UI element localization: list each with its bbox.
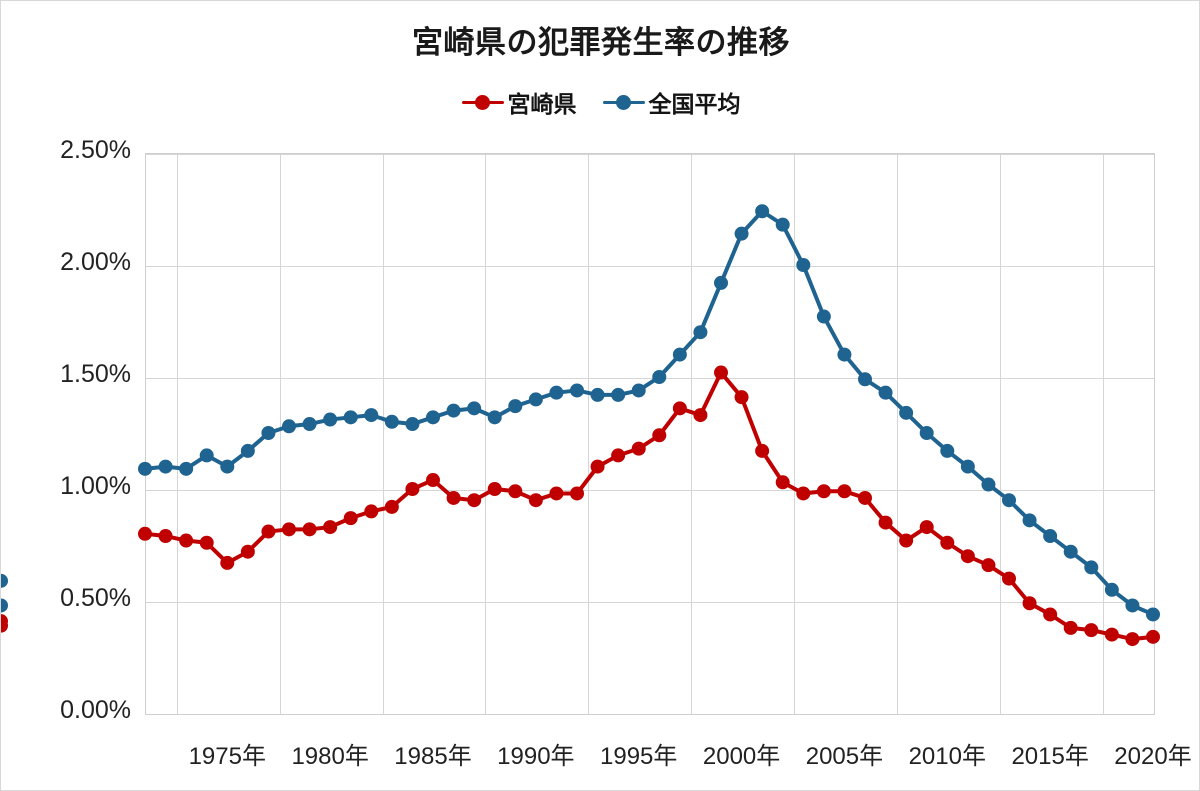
- gridline-horizontal: [146, 378, 1154, 379]
- x-axis-tick-label: 2010年: [908, 743, 986, 770]
- x-axis-tick-label: 2015年: [1011, 743, 1089, 770]
- x-axis-tick-label: 1975年: [188, 743, 266, 770]
- gridline-vertical: [999, 154, 1001, 714]
- legend-marker-icon-miyazaki: [461, 92, 504, 112]
- y-axis-tick-label: 1.00%: [60, 472, 131, 500]
- gridline-vertical: [691, 154, 693, 714]
- legend-marker-icon-national-average: [602, 92, 645, 112]
- legend-label-national-average: 全国平均: [648, 91, 741, 117]
- gridline-horizontal: [146, 602, 1154, 603]
- y-axis-tick-label: 0.00%: [60, 696, 131, 724]
- y-axis-tick-label: 1.50%: [60, 360, 131, 388]
- x-axis-tick-label: 1990年: [497, 743, 575, 770]
- gridline-vertical: [279, 154, 281, 714]
- x-axis-tick-label: 2020年: [1114, 743, 1192, 770]
- x-axis-tick-label: 1995年: [600, 743, 678, 770]
- data-point-marker: [1, 618, 8, 633]
- data-point-marker: [1, 614, 8, 629]
- gridline-vertical: [896, 154, 898, 714]
- page-title: 宮崎県の犯罪発生率の推移: [412, 25, 790, 60]
- x-axis-tick-label: 1985年: [394, 743, 472, 770]
- legend-item-national-average[interactable]: 全国平均: [602, 85, 741, 119]
- gridline-horizontal: [146, 154, 1154, 155]
- x-axis-tick-label: 2000年: [702, 743, 781, 770]
- chart-legend: 宮崎県 全国平均: [1, 85, 1199, 119]
- legend-item-miyazaki[interactable]: 宮崎県: [461, 85, 577, 119]
- gridline-vertical: [485, 154, 487, 714]
- y-axis-tick-label: 2.00%: [60, 248, 131, 276]
- gridline-vertical: [382, 154, 384, 714]
- gridline-vertical: [588, 154, 590, 714]
- gridline-vertical: [794, 154, 795, 714]
- data-point-marker: [1, 598, 8, 613]
- x-axis-tick-label: 1980年: [291, 743, 369, 770]
- legend-label-miyazaki: 宮崎県: [507, 91, 577, 117]
- y-axis-tick-label: 0.50%: [60, 584, 131, 612]
- gridline-horizontal: [146, 490, 1154, 491]
- gridline-horizontal: [146, 266, 1154, 267]
- plot-area: [145, 153, 1155, 715]
- x-axis-tick-label: 2005年: [805, 743, 884, 770]
- gridline-vertical: [1102, 154, 1104, 714]
- gridline-vertical: [176, 154, 178, 714]
- y-axis-tick-label: 2.50%: [60, 136, 131, 164]
- data-point-marker: [1, 573, 8, 588]
